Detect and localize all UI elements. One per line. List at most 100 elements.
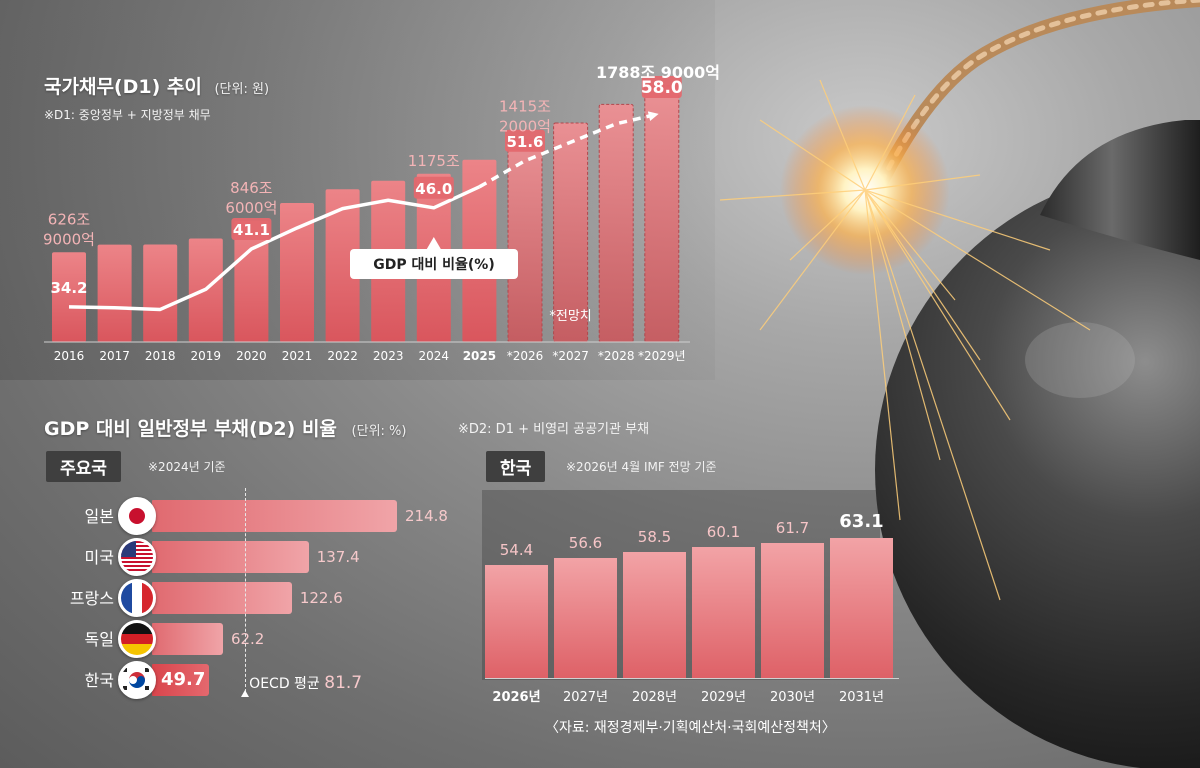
d1-x-tick-label: *2026 [507,349,544,363]
germany-flag-graphic [121,623,153,655]
france-flag [118,579,156,617]
korea-bar [623,552,686,678]
korea-bar [692,547,755,678]
d1-ratio-label: 46.0 [415,180,452,198]
source-note: 〈자료: 재정경제부·기획예산처·국회예산정책처〉 [545,720,836,736]
korea-flag-graphic [121,664,153,696]
d1-bar-label: 6000억 [225,199,277,217]
korea-bar [485,565,548,678]
country-value: 62.2 [230,630,265,648]
country-bar [152,582,292,614]
d1-ratio-forecast-line [478,111,659,189]
d1-ratio-label-bg [231,217,272,240]
korea-tag: 한국 [486,451,546,482]
country-bar [152,500,397,532]
korea-x-tick-label: 2030년 [769,690,816,705]
country-bar [152,664,209,696]
d1-chart: 34.2 41.1 46.0 51.6 58.0 626조 9000억 846조 6000억 11… [43,63,720,363]
korea-x-axis [485,678,899,679]
d1-bar-label: 9000억 [43,230,95,248]
korea-flag [118,661,156,699]
country-label: 일본 [84,507,114,526]
d2-country-chart: 일본 214.8 미국 137.4 프랑스 122.6 독일 62.2 한국 49.7 OECD 평… [0,0,480,768]
korea-x-tick-label: 2026년 [492,690,541,705]
d1-chart-title: 국가채무(D1) 추이 (단위: 원) [44,76,270,98]
korea-note: ※2026년 4월 IMF 전망 기준 [566,460,717,474]
country-bar [152,541,309,573]
korea-x-tick-label: 2029년 [700,690,747,705]
major-countries-tag: 주요국 [46,451,121,482]
d1-x-tick-label: 2018 [145,349,176,363]
major-countries-note: ※2024년 기준 [148,460,226,474]
korea-bar [830,538,893,678]
d1-subtitle: ※D1: 중앙정부 + 지방정부 채무 [44,108,211,122]
d1-unit-note: (단위: 원) [214,82,270,97]
country-value: 214.8 [405,507,448,525]
d1-x-tick-label: *2029년 [638,349,686,363]
d1-x-tick-label: 2021 [282,349,313,363]
country-value: 49.7 [161,669,206,690]
d2-definition-note: ※D2: D1 + 비영리 공공기관 부채 [458,422,650,437]
d1-ratio-label-bg [413,176,454,199]
d1-bar [52,252,86,342]
oecd-reference-label: OECD 평균 81.7 [249,673,362,693]
d1-x-tick-label: 2023 [373,349,404,363]
oecd-value: 81.7 [324,673,363,693]
korea-bar-value: 54.4 [499,541,534,560]
korea-bar-value: 61.7 [775,518,810,537]
d1-bar [325,189,360,342]
d1-legend-pointer [426,237,441,249]
d1-ratio-label-bg [641,76,682,98]
d1-legend-box [350,249,518,279]
korea-bar-value: 56.6 [568,534,603,553]
oecd-label-text: OECD 평균 [249,676,325,692]
d1-x-tick-label: 2024 [419,349,450,363]
d1-x-tick-label: *2027 [552,349,589,363]
country-label: 프랑스 [69,589,114,608]
d1-x-tick-label: 2020 [236,349,267,363]
d2-chart-title: GDP 대비 일반정부 부채(D2) 비율 (단위: %) [44,418,407,440]
d1-bar-label: 626조 [48,210,91,228]
d1-forecast-note: *전망치 [549,309,591,324]
d1-bar [97,244,132,342]
d1-x-tick-label: 2019 [191,349,222,363]
d1-bar [234,220,269,342]
d1-bar-label: 846조 [230,179,273,197]
d1-bar [280,203,314,342]
korea-x-tick-label: 2031년 [838,690,885,705]
d1-bar-label: 2000억 [499,117,551,135]
d1-bar-label: 1788조 9000억 [596,63,720,82]
france-flag-graphic [121,582,153,614]
oecd-reference-marker [241,690,250,697]
d1-bar [598,103,634,343]
country-bar [152,623,223,655]
korea-bar [554,558,617,678]
korea-x-tick-label: 2028년 [631,690,678,705]
japan-flag [118,497,156,535]
korea-bar-value: 58.5 [637,528,672,547]
country-label: 미국 [84,548,114,567]
korea-x-tick-label: 2027년 [562,690,609,705]
country-label: 한국 [84,671,114,690]
d1-ratio-label: 58.0 [641,78,683,98]
country-label: 독일 [84,630,114,649]
d1-ratio-label-bg [505,129,545,152]
usa-flag [118,538,156,576]
germany-flag [118,620,156,658]
country-value: 122.6 [299,589,343,607]
japan-flag-graphic [121,500,153,532]
d1-bar [143,244,178,342]
korea-bar-value: 60.1 [706,523,741,542]
usa-flag-graphic [121,541,153,573]
d1-x-tick-label: 2016 [54,349,85,363]
d1-ratio-label: 41.1 [233,221,270,239]
d1-ratio-line [68,185,481,312]
korea-bar-value: 63.1 [839,511,884,533]
korea-bar [761,542,824,678]
country-value: 137.4 [316,548,360,566]
d2-unit-note: (단위: %) [351,424,407,439]
d1-bar-label: 1175조 [408,152,460,170]
d1-x-tick-label: 2025 [463,349,496,363]
